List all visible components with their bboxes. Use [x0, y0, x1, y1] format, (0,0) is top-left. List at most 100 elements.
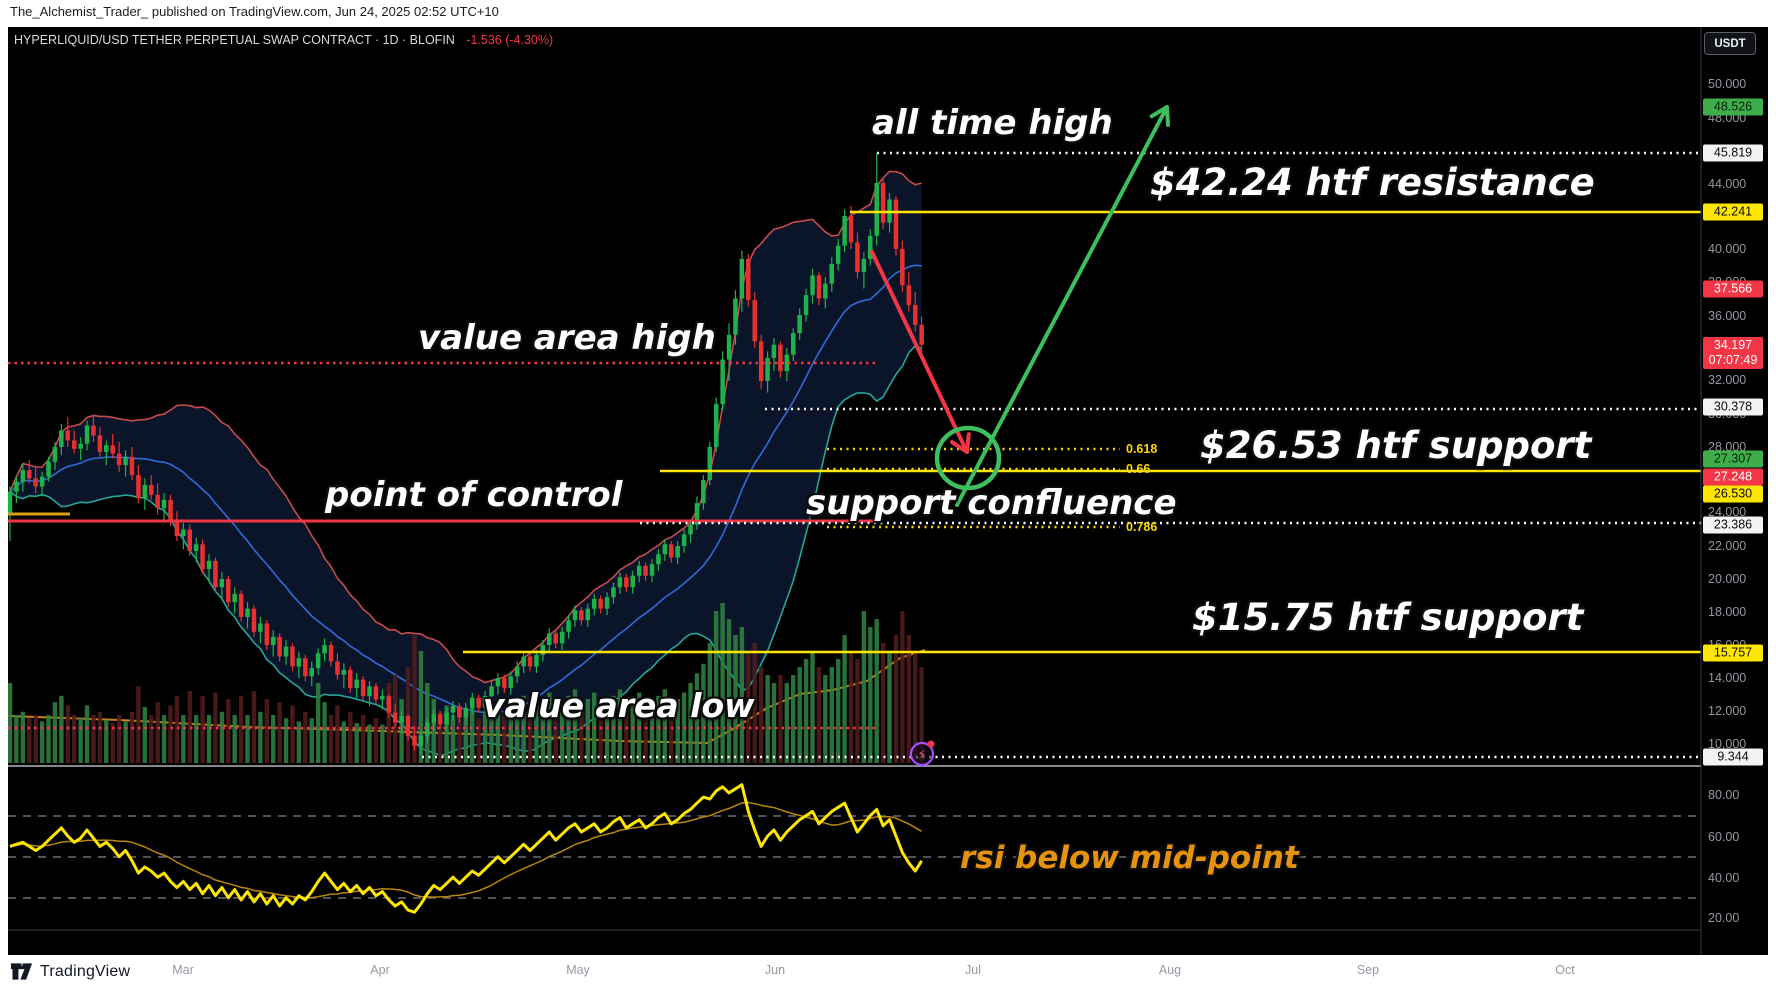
- support-1575-price[interactable]: 15.757: [1703, 644, 1763, 662]
- alert-48526[interactable]: 48.526: [1703, 98, 1763, 116]
- ath-price[interactable]: 45.819: [1703, 144, 1763, 162]
- volume-bar: [527, 711, 533, 763]
- green-up-arrow[interactable]: [955, 105, 1171, 507]
- support-2653-note[interactable]: $26.53 htf support: [1200, 424, 1592, 467]
- volume-bar: [566, 695, 571, 763]
- vah-note[interactable]: value area high: [418, 318, 716, 358]
- rsi-tick: 20.00: [1708, 911, 1740, 925]
- candle-body: [373, 686, 379, 700]
- price-tick: 22.000: [1708, 539, 1747, 553]
- volume-bar: [534, 705, 539, 763]
- candle-body: [8, 491, 13, 513]
- alert-37566[interactable]: 37.566: [1703, 280, 1763, 298]
- volume-bar: [489, 705, 494, 763]
- candle-body: [900, 249, 905, 286]
- volume-bar: [258, 711, 263, 763]
- level-30378[interactable]: 30.378: [1703, 398, 1763, 416]
- candle-body: [392, 712, 398, 723]
- chart-area[interactable]: ⚡ HYPERLIQUID/USD TETHER PERPETUAL SWAP …: [8, 27, 1768, 977]
- volume-bar: [206, 715, 212, 763]
- candle-body: [643, 565, 648, 576]
- alert-27307[interactable]: 27.307: [1703, 450, 1763, 468]
- volume-bar: [515, 702, 520, 763]
- candle-body: [726, 334, 732, 360]
- time-axis-label-oct: Oct: [1555, 963, 1575, 977]
- volume-bar: [97, 711, 103, 763]
- tradingview-wordmark: TradingView: [40, 962, 131, 980]
- volume-bar: [290, 705, 295, 763]
- symbol-title[interactable]: HYPERLIQUID/USD TETHER PERPETUAL SWAP CO…: [14, 33, 455, 47]
- candle-body: [701, 480, 706, 504]
- level-9344[interactable]: 9.344: [1703, 748, 1763, 766]
- resistance-price[interactable]: 42.241: [1703, 203, 1763, 221]
- time-axis-label-may: May: [566, 963, 590, 977]
- candle-body: [861, 258, 867, 273]
- volume-bar: [463, 711, 468, 763]
- volume-bar: [251, 691, 257, 763]
- volume-bar: [771, 683, 777, 763]
- volume-bar: [104, 719, 109, 763]
- last-price-countdown: 34.197 07:07:49: [1703, 337, 1763, 369]
- volume-bar: [855, 659, 860, 763]
- candle-body: [758, 341, 764, 381]
- flash-icon[interactable]: ⚡: [909, 740, 935, 767]
- candle-body: [168, 499, 173, 522]
- volume-bar: [752, 643, 757, 763]
- volume-bar: [129, 711, 135, 763]
- candle-body: [540, 645, 546, 655]
- tradingview-mark-icon: [10, 963, 33, 980]
- fib-label-066: 0.66: [1126, 462, 1151, 476]
- green-up-arrow-shaft[interactable]: [955, 105, 1169, 507]
- support-1575-note[interactable]: $15.75 htf support: [1192, 596, 1584, 639]
- price-tick: 36.000: [1708, 309, 1747, 323]
- red-down-arrow-head: [965, 432, 971, 454]
- candle-body: [457, 706, 462, 718]
- volume-bar: [707, 643, 712, 763]
- flash-icon-circle[interactable]: [909, 741, 935, 767]
- candle-body: [566, 620, 571, 632]
- candle-body: [322, 645, 327, 654]
- val-note[interactable]: value area low: [483, 686, 755, 725]
- support-2653-price[interactable]: 26.530: [1703, 485, 1763, 503]
- candle-body: [129, 456, 135, 475]
- candle-body: [636, 565, 642, 576]
- tradingview-logo[interactable]: TradingView: [10, 961, 130, 982]
- ath-note[interactable]: all time high: [872, 103, 1113, 143]
- volume-bar: [457, 718, 462, 763]
- candle-body: [200, 544, 205, 570]
- candle-body: [412, 735, 417, 746]
- poc-note[interactable]: point of control: [325, 475, 623, 515]
- notification-dot: [927, 740, 935, 748]
- candles: [8, 152, 924, 755]
- volume-bar: [412, 635, 417, 763]
- volume-bar: [194, 715, 199, 763]
- rsi-note[interactable]: rsi below mid-point: [960, 840, 1299, 876]
- candle-body: [309, 668, 314, 677]
- resistance-note[interactable]: $42.24 htf resistance: [1150, 161, 1595, 204]
- red-down-arrow[interactable]: [870, 250, 971, 454]
- volume-bar: [559, 702, 565, 763]
- candle-body: [65, 430, 70, 441]
- candle-body: [823, 283, 828, 299]
- red-down-arrow-shaft[interactable]: [870, 250, 969, 454]
- candle-body: [360, 679, 366, 697]
- candle-body: [572, 610, 578, 621]
- alert-27248[interactable]: 27.248: [1703, 468, 1763, 486]
- volume-bar: [669, 705, 674, 763]
- confluence-note[interactable]: support confluence: [806, 483, 1177, 523]
- volume-bar: [187, 691, 192, 763]
- volume-bar: [803, 659, 809, 763]
- volume-bar: [617, 689, 623, 763]
- candle-body: [675, 546, 680, 558]
- volume-bar: [746, 651, 751, 763]
- currency-toggle-button[interactable]: USDT: [1704, 32, 1756, 55]
- symbol-header[interactable]: HYPERLIQUID/USD TETHER PERPETUAL SWAP CO…: [14, 33, 553, 47]
- time-axis-label-apr: Apr: [370, 963, 390, 977]
- volume-bar: [643, 708, 648, 763]
- candle-body: [46, 461, 51, 477]
- candle-body: [226, 579, 231, 603]
- volume-bars: [8, 603, 924, 763]
- level-23386[interactable]: 23.386: [1703, 516, 1763, 534]
- candle-body: [238, 593, 244, 617]
- candle-body: [617, 577, 623, 588]
